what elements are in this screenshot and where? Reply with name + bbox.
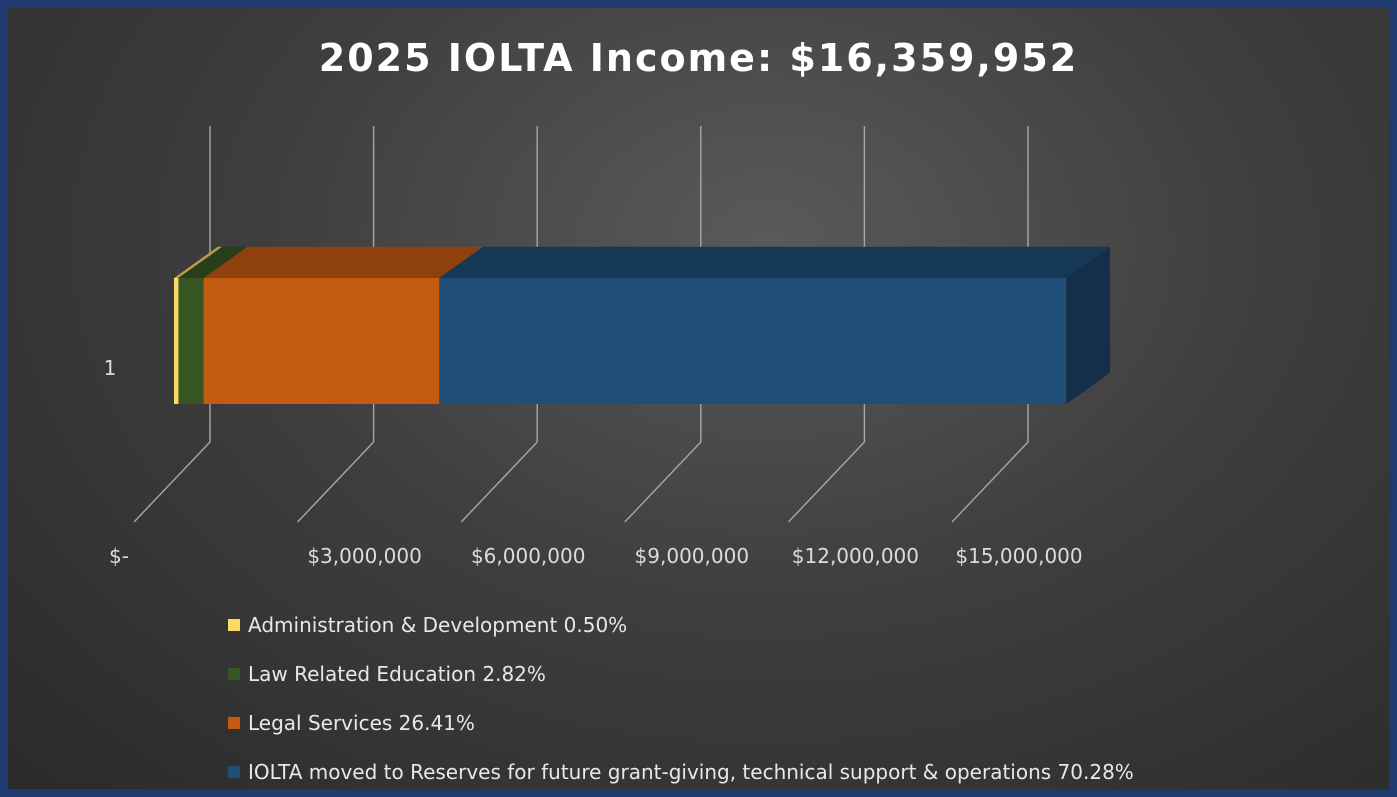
x-tick-label: $3,000,000 [307, 544, 422, 568]
x-tick-label: $6,000,000 [471, 544, 586, 568]
legend-item: Legal Services 26.41% [228, 698, 1134, 747]
x-tick-label: $15,000,000 [955, 544, 1082, 568]
gridline-floor [297, 441, 375, 523]
legend-item: Administration & Development 0.50% [228, 600, 1134, 649]
legend-label: IOLTA moved to Reserves for future grant… [248, 759, 1134, 784]
bar-side-3 [1066, 246, 1111, 404]
legend-label: Administration & Development 0.50% [248, 612, 628, 637]
bar-top-3 [439, 246, 1111, 278]
bar-chart: $- $3,000,000 $6,000,000 $9,000,000 $12,000,… [104, 126, 1111, 568]
bar-segment-1 [178, 278, 204, 404]
legend-item: Law Related Education 2.82% [228, 649, 1134, 698]
gridline-floor [624, 441, 702, 523]
legend-label: Legal Services 26.41% [248, 710, 475, 735]
bar-top-2 [203, 246, 484, 278]
bar-top-0 [174, 246, 223, 278]
bar-top-1 [178, 246, 248, 278]
bar-segment-3 [439, 278, 1067, 404]
gridline-floor [133, 441, 211, 523]
category-label: 1 [104, 356, 117, 380]
chart-legend: Administration & Development 0.50% Law Re… [228, 600, 1134, 789]
gridline-floor [460, 441, 538, 523]
bar-segment-2 [203, 278, 440, 404]
legend-swatch [228, 667, 240, 680]
legend-swatch [228, 716, 240, 729]
bar-segment-0 [174, 278, 179, 404]
legend-item: IOLTA moved to Reserves for future grant… [228, 747, 1134, 789]
x-tick-label: $9,000,000 [635, 544, 750, 568]
x-tick-label: $12,000,000 [792, 544, 919, 568]
legend-swatch [228, 765, 240, 778]
gridline-floor [787, 441, 865, 523]
chart-slide: 2025 IOLTA Income: $16,359,952 $- $3,000,… [8, 8, 1389, 789]
chart-title: 2025 IOLTA Income: $16,359,952 [318, 36, 1079, 80]
gridline-floor [951, 441, 1029, 523]
x-tick-label: $- [109, 544, 129, 568]
legend-swatch [228, 618, 240, 631]
legend-label: Law Related Education 2.82% [248, 661, 546, 686]
